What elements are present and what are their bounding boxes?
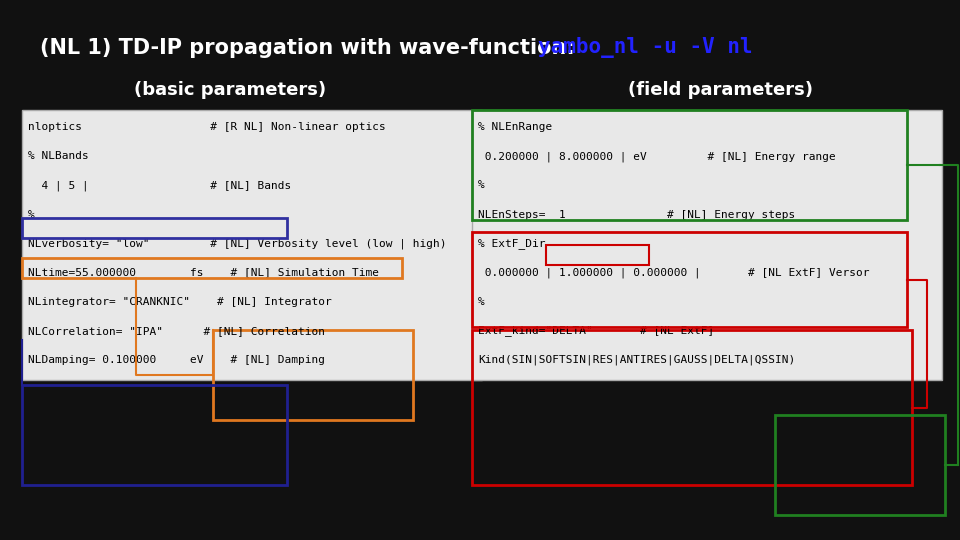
Text: Kind(SIN|SOFTSIN|RES|ANTIRES|GAUSS|DELTA|QSSIN): Kind(SIN|SOFTSIN|RES|ANTIRES|GAUSS|DELTA…: [478, 354, 795, 365]
Text: % ExtF_Dir: % ExtF_Dir: [478, 238, 545, 249]
Text: NLtime=55.000000        fs    # [NL] Simulation Time: NLtime=55.000000 fs # [NL] Simulation Ti…: [28, 268, 379, 278]
Text: ExtF_kind="DELTA"       # [NL ExtF]: ExtF_kind="DELTA" # [NL ExtF]: [478, 325, 714, 336]
Text: NLEnSteps=  1               # [NL] Energy steps: NLEnSteps= 1 # [NL] Energy steps: [478, 210, 795, 220]
Bar: [22, 218, 287, 238]
Text: NLDamping= 0.100000     eV    # [NL] Damping: NLDamping= 0.100000 eV # [NL] Damping: [28, 355, 325, 365]
Bar: [775, 415, 945, 515]
Bar: [213, 330, 413, 420]
Text: % NLEnRange: % NLEnRange: [478, 123, 552, 132]
Text: NLCorrelation= "IPA"      # [NL] Correlation: NLCorrelation= "IPA" # [NL] Correlation: [28, 326, 325, 336]
Text: %: %: [28, 210, 35, 220]
Text: 0.000000 | 1.000000 | 0.000000 |       # [NL ExtF] Versor: 0.000000 | 1.000000 | 0.000000 | # [NL E…: [478, 267, 870, 278]
Text: (field parameters): (field parameters): [628, 81, 812, 99]
Text: 0.200000 | 8.000000 | eV         # [NL] Energy range: 0.200000 | 8.000000 | eV # [NL] Energy r…: [478, 151, 836, 161]
Bar: [546, 245, 649, 265]
Bar: [472, 110, 907, 220]
Text: NLintegrator= "CRANKNIC"    # [NL] Integrator: NLintegrator= "CRANKNIC" # [NL] Integrat…: [28, 296, 332, 307]
Text: % NLBands: % NLBands: [28, 151, 88, 161]
Text: nloptics                   # [R NL] Non-linear optics: nloptics # [R NL] Non-linear optics: [28, 123, 386, 132]
Bar: [472, 110, 942, 380]
Bar: [22, 110, 482, 380]
Text: %: %: [478, 296, 485, 307]
Bar: [22, 258, 402, 278]
Bar: [22, 385, 287, 485]
Text: NLverbosity= "low"         # [NL] Verbosity level (low | high): NLverbosity= "low" # [NL] Verbosity leve…: [28, 238, 446, 249]
Text: (NL 1) TD-IP propagation with wave-function:: (NL 1) TD-IP propagation with wave-funct…: [40, 38, 589, 58]
Text: yambo_nl -u -V nl: yambo_nl -u -V nl: [538, 37, 753, 58]
Bar: [472, 330, 912, 485]
Text: 4 | 5 |                  # [NL] Bands: 4 | 5 | # [NL] Bands: [28, 180, 291, 191]
Text: (basic parameters): (basic parameters): [134, 81, 326, 99]
Bar: [472, 232, 907, 327]
Text: %: %: [478, 180, 485, 191]
